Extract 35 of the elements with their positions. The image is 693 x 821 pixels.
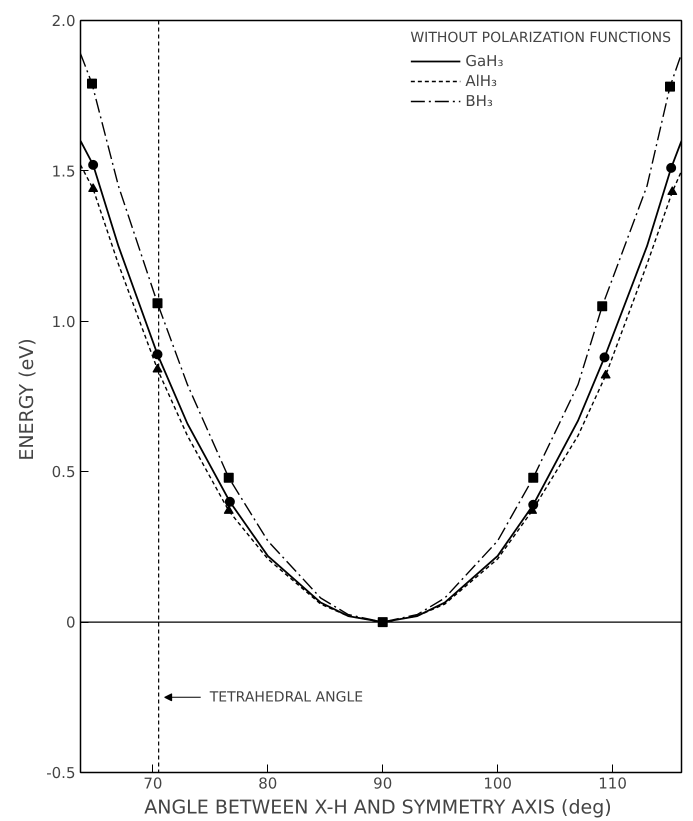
point bbox=[152, 364, 162, 373]
point bbox=[224, 496, 235, 507]
x-tick-label: 80 bbox=[258, 774, 278, 792]
x-tick-label: 100 bbox=[483, 774, 512, 792]
x-tick-label: 90 bbox=[373, 774, 392, 792]
point bbox=[597, 301, 608, 312]
y-tick-label: 1.5 bbox=[52, 162, 76, 180]
legend-label: BH₃ bbox=[465, 92, 493, 110]
y-tick-label: 1.0 bbox=[52, 312, 76, 331]
point bbox=[88, 160, 98, 170]
point bbox=[152, 298, 162, 308]
point bbox=[667, 186, 678, 196]
legend-label: GaH₃ bbox=[465, 52, 504, 70]
point bbox=[224, 505, 234, 514]
point bbox=[666, 162, 676, 173]
y-tick-label: 0.5 bbox=[52, 463, 76, 482]
point bbox=[86, 78, 97, 89]
legend-label: AlH₃ bbox=[465, 72, 498, 90]
x-tick-label: 70 bbox=[143, 774, 162, 792]
y-tick-label: 0 bbox=[66, 614, 76, 632]
y-tick-label: 2.0 bbox=[52, 12, 76, 30]
point bbox=[378, 617, 388, 628]
point bbox=[600, 352, 610, 362]
point bbox=[600, 370, 611, 379]
y-axis-title: ENERGY (eV) bbox=[16, 338, 38, 461]
point bbox=[528, 472, 538, 483]
y-tick-label: -0.5 bbox=[46, 764, 76, 782]
point bbox=[665, 82, 676, 92]
point bbox=[88, 183, 98, 192]
point bbox=[224, 472, 234, 483]
x-axis-title: ANGLE BETWEEN X-H AND SYMMETRY AXIS (deg) bbox=[144, 796, 612, 818]
point bbox=[152, 349, 162, 360]
ref-line-label: TETRAHEDRAL ANGLE bbox=[208, 689, 364, 706]
legend-title: WITHOUT POLARIZATION FUNCTIONS bbox=[410, 30, 671, 46]
x-tick-label: 110 bbox=[598, 774, 627, 792]
